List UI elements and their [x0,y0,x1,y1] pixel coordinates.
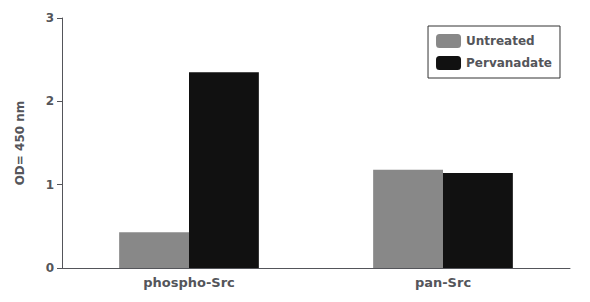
svg-text:Pervanadate: Pervanadate [466,56,552,70]
svg-text:2: 2 [46,94,54,108]
svg-text:3: 3 [46,11,54,25]
svg-text:Untreated: Untreated [466,34,535,48]
svg-text:OD= 450 nm: OD= 450 nm [13,101,27,186]
svg-text:0: 0 [46,261,54,275]
svg-text:1: 1 [46,178,54,192]
svg-text:phospho-Src: phospho-Src [143,275,235,290]
svg-text:pan-Src: pan-Src [415,275,471,290]
